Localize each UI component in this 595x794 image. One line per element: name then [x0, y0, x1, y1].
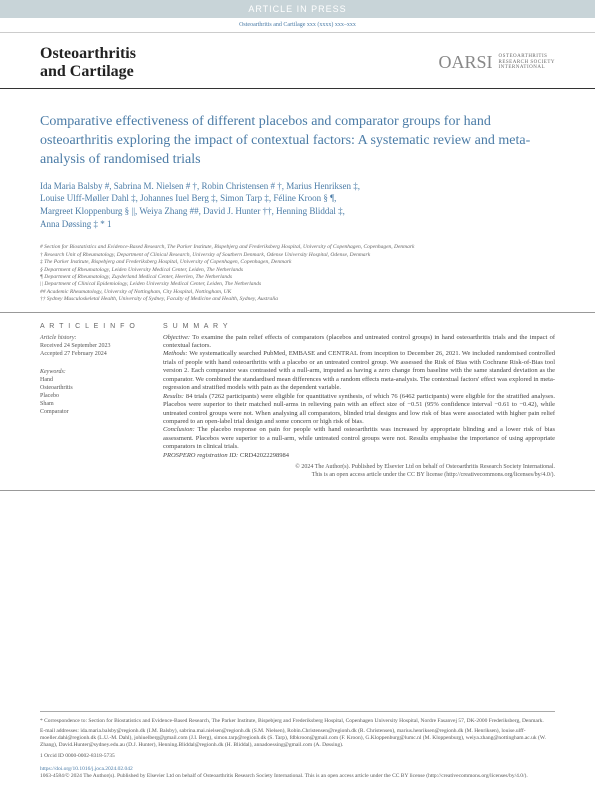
- objective-text: To examine the pain relief effects of co…: [163, 334, 555, 349]
- copyright-block: © 2024 The Author(s). Published by Elsev…: [163, 464, 555, 480]
- authors-line: Margreet Kloppenburg § ||, Weiya Zhang #…: [40, 205, 555, 218]
- keyword: Sham: [40, 400, 145, 408]
- keyword: Placebo: [40, 392, 145, 400]
- affil-line: † Research Unit of Rheumatology, Departm…: [40, 252, 555, 259]
- affil-line: ‡ The Parker Institute, Bispebjerg and F…: [40, 259, 555, 266]
- authors-line: Anna Døssing ‡ * 1: [40, 218, 555, 231]
- journal-line1: Osteoarthritis: [40, 45, 136, 63]
- summary-head: S U M M A R Y: [163, 323, 555, 330]
- article-title: Comparative effectiveness of different p…: [40, 113, 555, 170]
- keywords-label: Keywords:: [40, 368, 145, 376]
- article-info-head: A R T I C L E I N F O: [40, 323, 145, 330]
- issn-line: 1063-4584/© 2024 The Author(s). Publishe…: [40, 773, 555, 780]
- society-text: OSTEOARTHRITIS RESEARCH SOCIETY INTERNAT…: [499, 54, 555, 71]
- authors-line: Louise Ulff-Møller Dahl ‡, Johannes Iuel…: [40, 192, 555, 205]
- affiliations: # Section for Biostatistics and Evidence…: [0, 240, 595, 312]
- history-label: Article history:: [40, 334, 145, 342]
- affil-line: †† Sydney Musculoskeletal Health, Univer…: [40, 296, 555, 303]
- conclusion-label: Conclusion:: [163, 426, 195, 433]
- journal-line2: and Cartilage: [40, 63, 136, 81]
- keyword: Hand: [40, 376, 145, 384]
- title-block: Comparative effectiveness of different p…: [0, 89, 595, 240]
- conclusion-text: The placebo response on pain for people …: [163, 426, 555, 450]
- results-label: Results:: [163, 393, 184, 400]
- affil-line: || Department of Clinical Epidemiology, …: [40, 281, 555, 288]
- article-history: Article history: Received 24 September 2…: [40, 334, 145, 358]
- results-text: 84 trials (7262 participants) were eligi…: [163, 393, 555, 425]
- summary-col: S U M M A R Y Objective: To examine the …: [163, 323, 555, 480]
- orcid: 1 Orcid ID 0000-0002-8318-5735: [40, 753, 555, 760]
- logo-mark: OARSI: [439, 52, 493, 73]
- objective-label: Objective:: [163, 334, 190, 341]
- keyword: Osteoarthritis: [40, 384, 145, 392]
- prospero-id: CRD42022298984: [238, 452, 289, 459]
- keyword: Comparator: [40, 408, 145, 416]
- prospero-label: PROSPERO registration ID:: [163, 452, 238, 459]
- citation-line: Osteoarthritis and Cartilage xxx (xxxx) …: [0, 18, 595, 33]
- received-date: Received 24 September 2023: [40, 342, 145, 350]
- accepted-date: Accepted 27 February 2024: [40, 350, 145, 358]
- soc-line3: INTERNATIONAL: [499, 65, 555, 71]
- press-banner: ARTICLE IN PRESS: [0, 0, 595, 18]
- summary-text: Objective: To examine the pain relief ef…: [163, 334, 555, 461]
- journal-header: Osteoarthritis and Cartilage OARSI OSTEO…: [0, 33, 595, 89]
- doi-link[interactable]: https://doi.org/10.1016/j.joca.2024.02.0…: [40, 766, 555, 773]
- body-columns: A R T I C L E I N F O Article history: R…: [0, 313, 595, 491]
- correspondence: * Correspondence to: Section for Biostat…: [40, 718, 555, 725]
- footer-rule: [40, 711, 555, 712]
- affil-line: § Department of Rheumatology, Leiden Uni…: [40, 267, 555, 274]
- article-info-col: A R T I C L E I N F O Article history: R…: [40, 323, 145, 480]
- society-logo: OARSI OSTEOARTHRITIS RESEARCH SOCIETY IN…: [439, 52, 556, 73]
- emails: E-mail addresses: ida.maria.balsby@regio…: [40, 728, 555, 749]
- copyright-text: © 2024 The Author(s). Published by Elsev…: [163, 464, 555, 472]
- footer-block: * Correspondence to: Section for Biostat…: [40, 705, 555, 780]
- keywords-block: Keywords: Hand Osteoarthritis Placebo Sh…: [40, 368, 145, 417]
- license-text: This is an open access article under the…: [163, 472, 555, 480]
- license-span: This is an open access article under the…: [312, 472, 555, 478]
- authors: Ida Maria Balsby #, Sabrina M. Nielsen #…: [40, 180, 555, 230]
- methods-text: We systematically searched PubMed, EMBAS…: [163, 350, 555, 391]
- journal-name: Osteoarthritis and Cartilage: [40, 45, 136, 80]
- methods-label: Methods:: [163, 350, 188, 357]
- authors-line: Ida Maria Balsby #, Sabrina M. Nielsen #…: [40, 180, 555, 193]
- affil-line: # Section for Biostatistics and Evidence…: [40, 244, 555, 251]
